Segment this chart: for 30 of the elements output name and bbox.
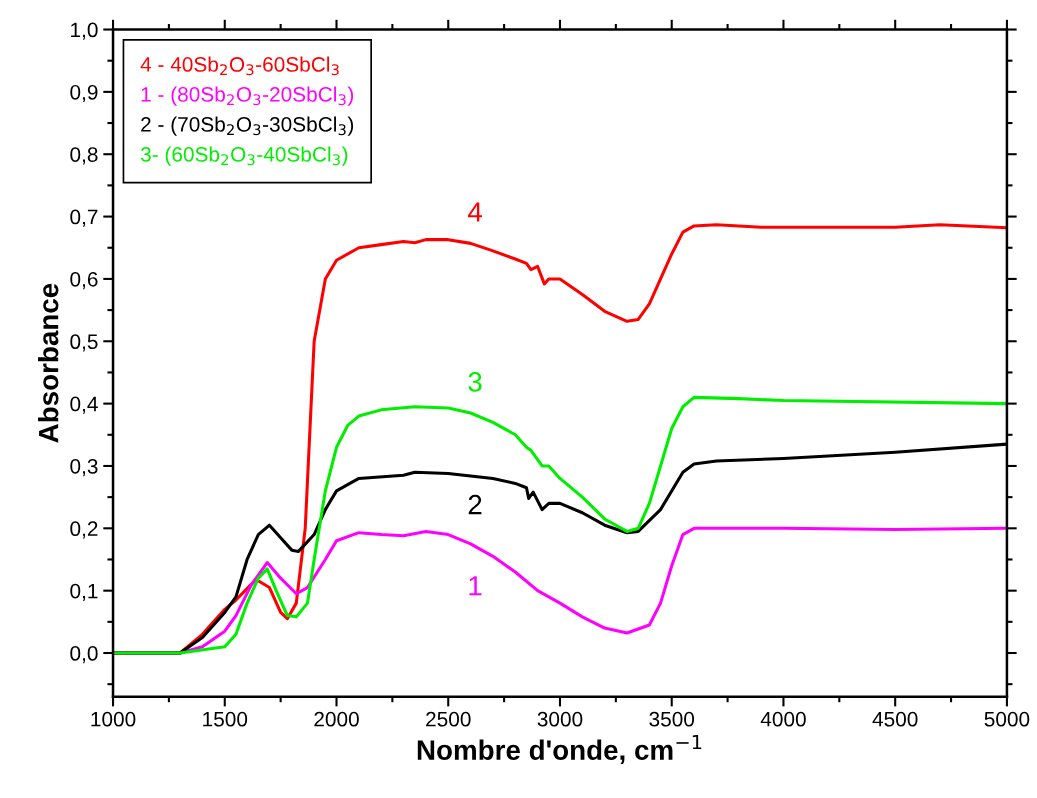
- annotation: 4: [467, 202, 482, 222]
- text: 1 - (80Sb$_{2}$O$_{3}$-20SbCl$_{3}$): [141, 86, 354, 106]
- x-tick-label: 4500: [872, 711, 918, 727]
- text: 3- (60Sb$_{2}$O$_{3}$-40SbCl$_{3}$): [140, 146, 348, 166]
- x-tick-label: 5000: [984, 711, 1030, 727]
- x-tick-label: 2500: [426, 711, 471, 727]
- y-tick-label: 0,0: [70, 646, 98, 664]
- annotation: 3: [468, 372, 482, 392]
- y-tick-label: 0,8: [70, 147, 98, 165]
- x-tick-label: 1000: [91, 711, 136, 727]
- y-tick-label: 0,9: [70, 84, 98, 103]
- text: 2 - (70Sb$_{2}$O$_{3}$-30SbCl$_{3}$): [141, 116, 354, 136]
- y-tick-label: 1,0: [71, 22, 98, 40]
- y-tick-label: 0,4: [70, 396, 98, 414]
- y-tick-label: 0,7: [70, 209, 98, 227]
- y-tick-label: 0,5: [70, 334, 98, 352]
- text: 4 - 40Sb$_{2}$O$_{3}$-60SbCl$_{3}$: [140, 56, 339, 76]
- annotation: 2: [468, 494, 482, 515]
- y-axis-title: Absorbance: [38, 283, 59, 443]
- x-axis-title: Nombre d'onde, cm$^{−1}$: [417, 734, 702, 765]
- y-tick-label: 0,6: [70, 271, 98, 290]
- annotation: 1: [469, 576, 482, 596]
- x-tick-label: 3500: [649, 711, 695, 727]
- x-tick-label: 3000: [537, 711, 583, 727]
- x-tick-label: 2000: [314, 711, 359, 727]
- y-tick-label: 0,3: [70, 458, 98, 477]
- y-tick-label: 0,1: [70, 583, 98, 601]
- x-tick-label: 4000: [760, 711, 806, 727]
- y-tick-label: 0,2: [70, 521, 98, 539]
- x-tick-label: 1500: [203, 711, 248, 727]
